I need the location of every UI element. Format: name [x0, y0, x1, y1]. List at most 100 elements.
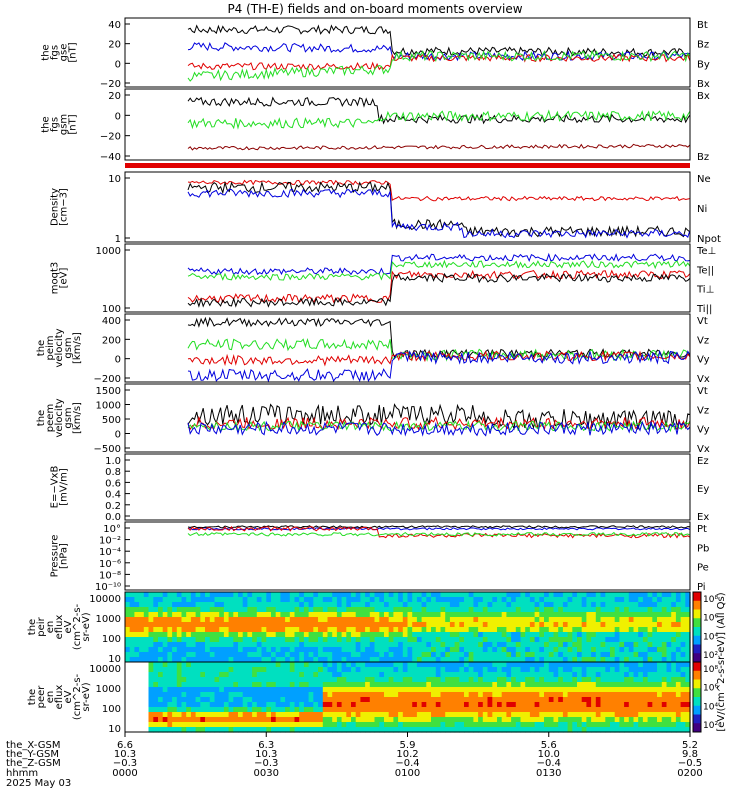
heatmap-cell [148, 642, 154, 648]
heatmap-cell [336, 597, 343, 603]
heatmap-cell [186, 642, 192, 648]
heatmap-cell [642, 727, 649, 733]
heatmap-cell [671, 632, 677, 638]
heatmap-cell [289, 672, 296, 678]
heatmap-cell [299, 647, 305, 653]
heatmap-cell [511, 722, 517, 728]
heatmap-cell [407, 592, 413, 598]
heatmap-cell [544, 687, 550, 693]
heatmap-cell [544, 652, 550, 658]
heatmap-cell [525, 642, 531, 648]
heatmap-cell [666, 672, 672, 678]
heatmap-cell [322, 617, 329, 623]
heatmap-cell [600, 697, 606, 703]
heatmap-cell [624, 727, 630, 733]
ylabel-line: (cm^2-s- [72, 603, 83, 650]
ylabel-line: Pressure [50, 535, 61, 578]
heatmap-cell [454, 687, 460, 693]
heatmap-cell [139, 687, 145, 693]
heatmap-cell [303, 592, 310, 598]
heatmap-cell [143, 637, 150, 643]
ylabel-line: peir [36, 616, 47, 636]
heatmap-cell [600, 687, 606, 693]
heatmap-cell [228, 702, 234, 708]
heatmap-cell [586, 712, 592, 718]
heatmap-cell [242, 702, 248, 708]
heatmap-cell [515, 692, 522, 698]
heatmap-cell [544, 677, 550, 683]
heatmap-cell [388, 657, 394, 663]
heatmap-cell [619, 622, 625, 628]
heatmap-cell [581, 637, 587, 643]
heatmap-cell [412, 667, 418, 673]
heatmap-cell [209, 642, 216, 648]
heatmap-cell [205, 717, 211, 723]
heatmap-cell [558, 682, 564, 688]
heatmap-cell [680, 717, 686, 723]
heatmap-cell [360, 642, 366, 648]
heatmap-cell [534, 592, 540, 598]
heatmap-cell [247, 707, 253, 713]
legend-entry-Ex: Ex [697, 512, 709, 523]
heatmap-cell [280, 702, 286, 708]
heatmap-cell [341, 687, 347, 693]
heatmap-cell [247, 672, 253, 678]
heatmap-cell [454, 642, 460, 648]
heatmap-cell [624, 697, 630, 703]
heatmap-cell [351, 677, 357, 683]
heatmap-cell [384, 692, 390, 698]
heatmap-cell [369, 622, 376, 628]
heatmap-cell [384, 632, 390, 638]
heatmap-cell [544, 702, 550, 708]
heatmap-cell [153, 702, 159, 708]
colorbar-tick: 10⁶ [703, 684, 718, 694]
heatmap-cell [129, 612, 135, 618]
heatmap-cell [661, 707, 668, 713]
heatmap-cell [515, 672, 522, 678]
heatmap-cell [671, 677, 677, 683]
heatmap-cell [642, 597, 649, 603]
heatmap-cell [501, 617, 507, 623]
heatmap-cell [468, 707, 474, 713]
heatmap-cell [520, 722, 526, 728]
heatmap-cell [162, 662, 168, 668]
heatmap-cell [464, 642, 470, 648]
heatmap-cell [247, 642, 253, 648]
heatmap-cell [341, 712, 347, 718]
heatmap-cell [548, 712, 555, 718]
heatmap-cell [633, 592, 639, 598]
heatmap-cell [473, 602, 479, 608]
heatmap-cell [374, 632, 380, 638]
heatmap-cell [482, 632, 489, 638]
heatmap-cell [680, 692, 686, 698]
ylabel-line: gsm [59, 114, 70, 135]
legend-entry-Ne: Ne [697, 174, 711, 185]
heatmap-cell [440, 672, 446, 678]
heatmap-cell [652, 682, 658, 688]
heatmap-cell [492, 647, 498, 653]
heatmap-cell [322, 597, 329, 603]
heatmap-cell [511, 642, 517, 648]
heatmap-cell [275, 687, 281, 693]
heatmap-cell [454, 677, 460, 683]
series-green [187, 338, 690, 362]
heatmap-cell [572, 597, 578, 603]
heatmap-cell [407, 727, 413, 733]
heatmap-cell [487, 617, 493, 623]
heatmap-cell [426, 657, 432, 663]
heatmap-cell [318, 622, 324, 628]
heatmap-cell [365, 662, 371, 668]
heatmap-cell [303, 632, 310, 638]
heatmap-cell [525, 632, 531, 638]
heatmap-cell [271, 657, 277, 663]
heatmap-cell [242, 637, 248, 643]
heatmap-cell [341, 727, 347, 733]
heatmap-cell [374, 647, 380, 653]
heatmap-cell [562, 592, 569, 598]
heatmap-cell [614, 647, 620, 653]
heatmap-cell [435, 712, 442, 718]
heatmap-cell [577, 637, 583, 643]
heatmap-cell [280, 597, 286, 603]
heatmap-cell [214, 692, 220, 698]
heatmap-cell [384, 687, 390, 693]
